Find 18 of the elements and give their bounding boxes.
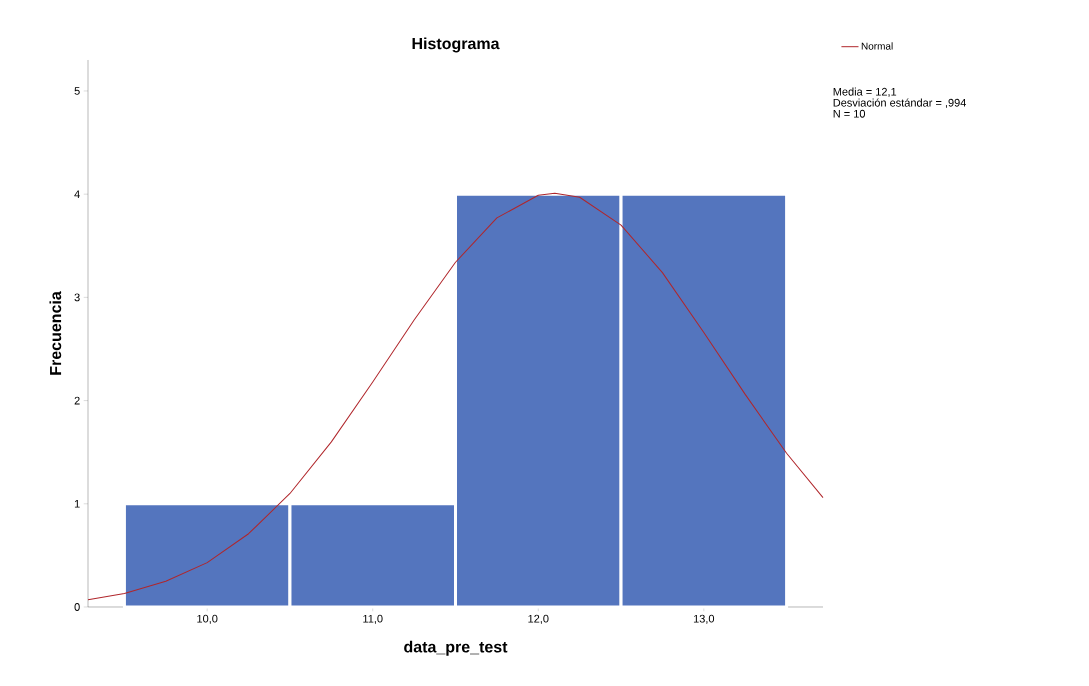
y-tick-label: 1 <box>74 500 80 508</box>
x-axis-title: data_pre_test <box>404 640 508 656</box>
text: N = 10 <box>833 109 866 118</box>
x-tick-label: 13,0 <box>693 614 715 624</box>
y-tick-label: 5 <box>74 87 80 95</box>
y-tick-label: 3 <box>74 293 80 302</box>
x-tick-label: 11,0 <box>363 614 383 624</box>
y-tick-label: 0 <box>74 603 80 611</box>
text: Media = 12,1 <box>833 87 897 97</box>
y-tick-label: 4 <box>74 190 80 198</box>
y-axis-title: Frecuencia <box>49 291 62 375</box>
legend-label: Normal <box>861 42 893 50</box>
text: Desviación estándar = ,994 <box>833 98 967 108</box>
line-series <box>87 192 824 601</box>
x-tick-label: 12,0 <box>528 614 549 624</box>
chart-title: Histograma <box>412 37 500 53</box>
x-tick-label: 10,0 <box>197 614 218 624</box>
y-tick-label: 2 <box>74 396 80 405</box>
